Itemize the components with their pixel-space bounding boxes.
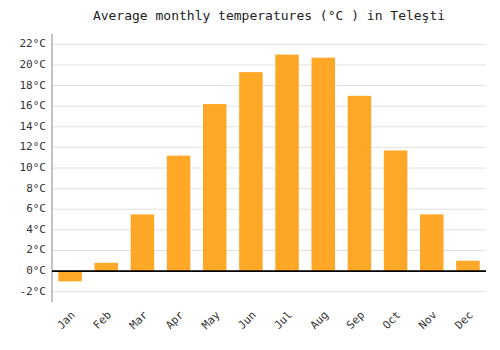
y-tick-label: 8°C [26, 182, 46, 195]
y-tick-label: 20°C [20, 58, 47, 71]
grid-line [52, 188, 486, 189]
grid-line [52, 291, 486, 292]
y-tick-label: -2°C [20, 285, 47, 298]
y-tick-label: 2°C [26, 243, 46, 256]
bar [275, 55, 299, 271]
x-tick-label: Sep [344, 309, 367, 332]
grid-line [52, 106, 486, 107]
grid-line [52, 64, 486, 65]
bar [203, 104, 227, 271]
x-tick-label: Aug [308, 309, 331, 332]
bar [348, 96, 372, 271]
x-tick-label: Oct [380, 309, 403, 332]
y-tick-label: 10°C [20, 161, 47, 174]
y-tick-label: 16°C [20, 99, 47, 112]
zero-line [52, 270, 486, 272]
y-tick-label: 14°C [20, 120, 47, 133]
bars [58, 55, 479, 282]
x-tick-label: Jan [55, 309, 78, 332]
bar [94, 263, 118, 271]
grid-line [52, 168, 486, 169]
x-tick-label: Mar [127, 308, 151, 332]
grid-line [52, 126, 486, 127]
x-tick-label: Jun [235, 309, 258, 332]
y-axis-line [52, 34, 53, 302]
bar [167, 156, 191, 271]
x-tick-label: Dec [452, 309, 475, 332]
bar [456, 261, 480, 271]
bar [58, 271, 82, 281]
grid-line [52, 85, 486, 86]
bar [311, 58, 335, 271]
grid-line [52, 147, 486, 148]
y-tick-label: 0°C [26, 264, 46, 277]
y-tick-label: 22°C [20, 37, 47, 50]
chart: -2°C 0°C 2°C 4°C 6°C 8°C 10°C 12°C 14°C 16°C 18°C 2… [0, 0, 500, 350]
y-tick-label: 6°C [26, 202, 46, 215]
x-tick-label: Feb [91, 309, 114, 332]
grid-line [52, 271, 486, 272]
bar [384, 150, 408, 271]
title: Average monthly temperatures (°C ) in Te… [93, 8, 445, 23]
x-tick-label: Nov [416, 308, 440, 332]
x-tick-label: Jul [272, 309, 295, 332]
bar [239, 72, 263, 271]
x-tick-label: Apr [163, 308, 187, 332]
bar [420, 214, 444, 271]
grid-line [52, 209, 486, 210]
x-tick-label: May [199, 308, 223, 332]
grid-line [52, 44, 486, 45]
y-tick-label: 12°C [20, 140, 47, 153]
y-tick-label: 18°C [20, 79, 47, 92]
y-tick-label: 4°C [26, 223, 46, 236]
bar [131, 214, 155, 271]
